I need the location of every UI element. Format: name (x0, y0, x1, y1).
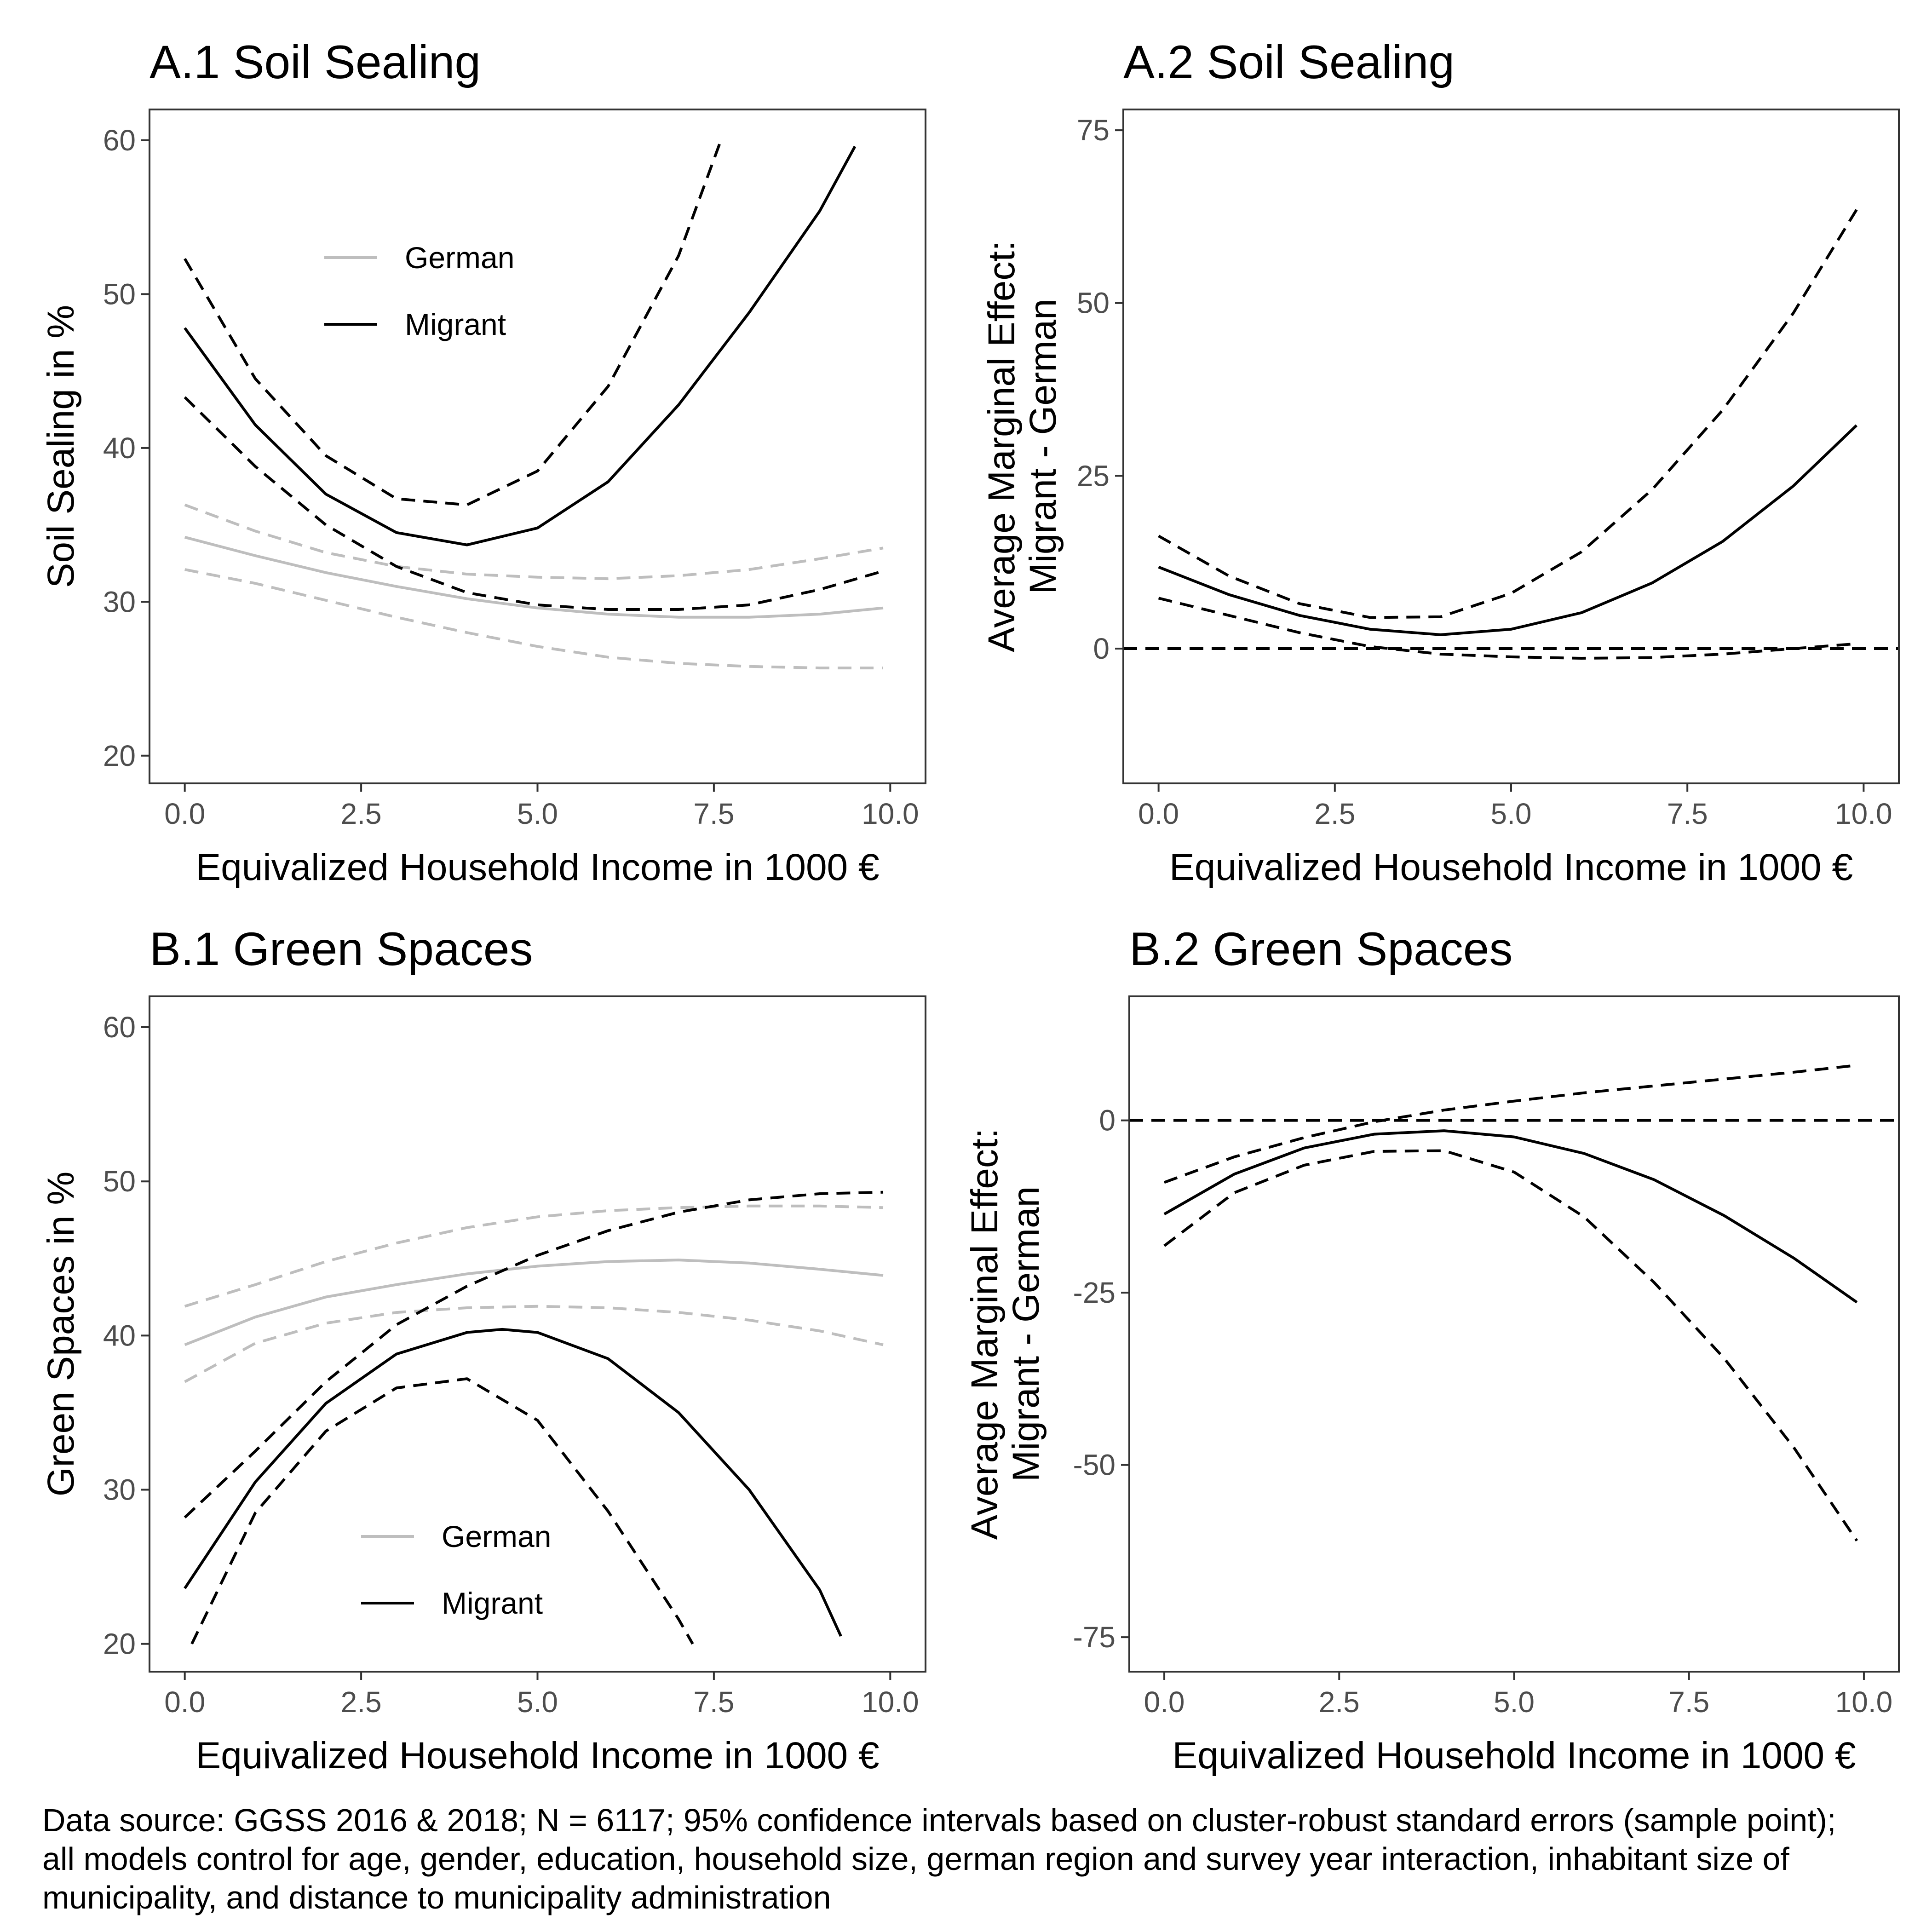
panel-4-x-tick-label: 0.0 (1144, 1685, 1185, 1719)
panel-3-german-ci-line-1 (184, 1204, 884, 1308)
panel-2-x-tick-label: 0.0 (1138, 797, 1179, 830)
caption-line-1: Data source: GGSS 2016 & 2018; N = 6117;… (42, 1802, 1836, 1838)
panel-3-legend-label-migrant: Migrant (442, 1586, 543, 1620)
panel-1-german-ci-line-1 (184, 503, 884, 581)
panel-3-x-tick-label: 0.0 (164, 1685, 205, 1719)
panel-4-frame (1128, 995, 1900, 1673)
panel-2-effect-line (1158, 424, 1858, 636)
panel-1-y-tick-label: 20 (103, 739, 136, 772)
panel-2-y-tick-label: 75 (1077, 114, 1110, 147)
panel-2-title: A.2 Soil Sealing (1123, 36, 1455, 88)
panel-4-plot-area (1163, 1064, 1858, 1542)
panel-2-y-axis-title-line-2: Migrant - German (1022, 299, 1064, 594)
panel-3-y-tick-label: 50 (103, 1165, 136, 1198)
panel-4-y-axis-title-line-1: Average Marginal Effect: (964, 1128, 1006, 1540)
panel-3-legend-label-german: German (442, 1519, 551, 1553)
panel-2-y-axis-title-line-1: Average Marginal Effect: (981, 241, 1023, 652)
panel-3-y-tick-label: 20 (103, 1627, 136, 1661)
panel-4-y-tick-label: 0 (1099, 1104, 1116, 1137)
panel-3-x-axis-title: Equivalized Household Income in 1000 € (196, 1735, 879, 1777)
panel-4-x-tick-label: 10.0 (1835, 1685, 1893, 1719)
panel-1-legend-label-migrant: Migrant (405, 307, 506, 341)
panel-3-german-estimate-line (184, 1259, 884, 1346)
panel-4-ci-line-1 (1163, 1064, 1857, 1184)
panel-2-ci-line-2 (1158, 597, 1857, 660)
panel-1-x-tick-label: 7.5 (693, 797, 734, 830)
panel-1-migrant-estimate-line (184, 145, 857, 546)
panel-1-x-tick-label: 10.0 (862, 797, 919, 830)
panel-1: A.1 Soil Sealing 0.0 2.5 5.0 7.5 10.0 20 30 40 50… (40, 36, 926, 888)
caption-line-2: all models control for age, gender, educ… (42, 1841, 1789, 1877)
panel-1-x-tick-label: 5.0 (517, 797, 558, 830)
panel-3-x-tick-label: 10.0 (862, 1685, 919, 1719)
panel-2: A.2 Soil Sealing 0.0 2.5 5.0 7.5 10.0 0 25 50 75 E… (981, 36, 1900, 888)
panel-2-ci-line-1 (1158, 209, 1858, 619)
panel-1-y-tick-label: 60 (103, 124, 136, 157)
panel-3-x-tick-label: 2.5 (341, 1685, 382, 1719)
panel-3-y-axis-title-line-1: Green Spaces in % (40, 1172, 82, 1497)
panel-4-effect-line (1163, 1129, 1858, 1304)
panel-3-legend: German Migrant (361, 1519, 551, 1620)
panel-3-migrant-estimate-line (184, 1328, 842, 1637)
panel-4-x-tick-label: 2.5 (1319, 1685, 1360, 1719)
panel-3: B.1 Green Spaces 0.0 2.5 5.0 7.5 10.0 20 30 40 50… (40, 923, 926, 1777)
data-source-caption: Data source: GGSS 2016 & 2018; N = 6117;… (42, 1801, 1919, 1917)
panel-2-y-tick-label: 0 (1093, 632, 1110, 665)
panel-1-y-tick-label: 50 (103, 277, 136, 310)
panel-2-x-tick-label: 7.5 (1667, 797, 1708, 830)
panel-1-migrant-ci-line-4 (184, 139, 723, 506)
panel-1-migrant-ci-line-5 (184, 396, 884, 611)
panel-3-x-tick-label: 5.0 (517, 1685, 558, 1719)
panel-2-y-tick-label: 50 (1077, 287, 1110, 320)
panel-1-y-axis-title-line-1: Soil Sealing in % (40, 305, 82, 588)
caption-line-3: municipality, and distance to municipali… (42, 1880, 831, 1915)
panel-3-x-tick-label: 7.5 (693, 1685, 734, 1719)
panel-4-y-tick-label: -50 (1073, 1449, 1116, 1482)
panel-1-x-tick-label: 0.0 (164, 797, 205, 830)
panel-3-y-tick-label: 60 (103, 1011, 136, 1044)
panel-4-y-axis-title-line-2: Migrant - German (1005, 1186, 1047, 1482)
panel-2-x-tick-label: 5.0 (1491, 797, 1532, 830)
panel-3-frame (149, 995, 926, 1673)
panel-1-frame (149, 109, 926, 784)
panel-2-x-tick-label: 2.5 (1314, 797, 1355, 830)
panel-3-migrant-ci-line-5 (190, 1377, 694, 1645)
panel-4-y-tick-label: -75 (1073, 1621, 1116, 1654)
panel-4-y-tick-label: -25 (1073, 1276, 1116, 1309)
panel-2-frame (1122, 109, 1900, 784)
panel-3-y-tick-label: 40 (103, 1319, 136, 1352)
panel-4-x-tick-label: 5.0 (1494, 1685, 1535, 1719)
panel-1-x-axis-title: Equivalized Household Income in 1000 € (196, 846, 879, 888)
panel-1-title: A.1 Soil Sealing (150, 36, 481, 88)
panel-3-german-ci-line-2 (184, 1305, 884, 1383)
panel-1-german-estimate-line (184, 535, 884, 619)
panel-2-x-axis-title: Equivalized Household Income in 1000 € (1169, 846, 1853, 888)
panel-3-migrant-ci-line-4 (184, 1190, 884, 1518)
panel-3-plot-area (184, 1190, 884, 1645)
panel-3-y-tick-label: 30 (103, 1473, 136, 1506)
figure: A.1 Soil Sealing 0.0 2.5 5.0 7.5 10.0 20 30 40 50… (40, 36, 1900, 1777)
panel-4-x-tick-label: 7.5 (1668, 1685, 1709, 1719)
panel-4-title: B.2 Green Spaces (1129, 923, 1512, 975)
panel-1-legend: German Migrant (324, 241, 514, 341)
panel-1-german-ci-line-2 (184, 568, 883, 670)
panel-4: B.2 Green Spaces 0.0 2.5 5.0 7.5 10.0 -75 -50 -2… (964, 923, 1900, 1777)
panel-3-title: B.1 Green Spaces (150, 923, 533, 975)
panel-1-plot-area (184, 139, 884, 670)
panel-4-x-axis-title: Equivalized Household Income in 1000 € (1172, 1735, 1856, 1777)
panel-1-y-tick-label: 40 (103, 431, 136, 465)
panel-2-x-tick-label: 10.0 (1835, 797, 1892, 830)
panel-2-plot-area (1158, 209, 1858, 660)
panel-2-y-tick-label: 25 (1077, 459, 1110, 492)
panel-1-y-tick-label: 30 (103, 585, 136, 618)
panel-1-x-tick-label: 2.5 (341, 797, 382, 830)
panel-4-ci-line-2 (1163, 1149, 1858, 1542)
panel-1-legend-label-german: German (405, 241, 514, 275)
